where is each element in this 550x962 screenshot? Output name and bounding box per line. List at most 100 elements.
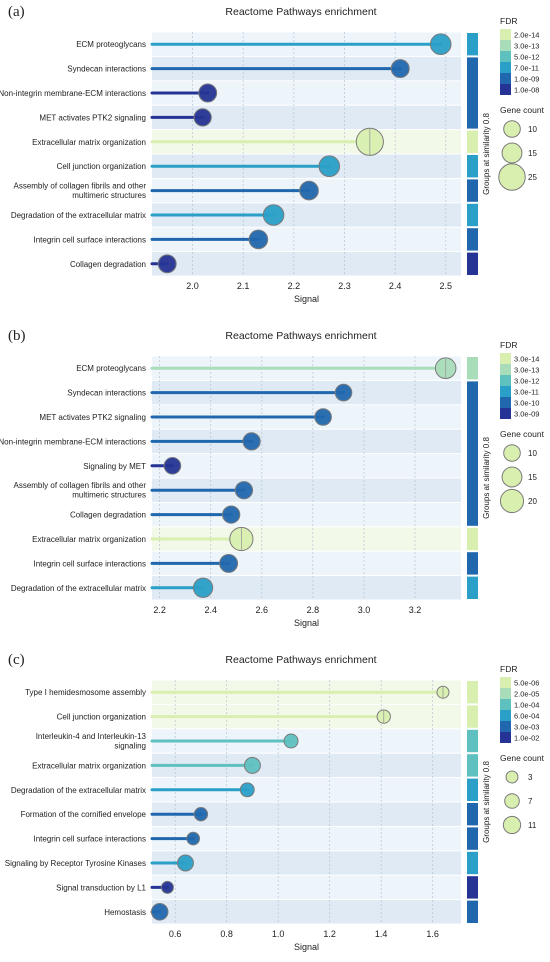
category-label: Cell junction organization	[57, 162, 146, 171]
size-legend-circle	[501, 466, 523, 488]
group-bar	[467, 851, 478, 875]
fdr-legend-swatch	[500, 353, 511, 364]
size-legend-label: 15	[528, 473, 537, 482]
category-label: Assembly of collagen fibrils and other mu…	[13, 182, 146, 201]
lollipop-point	[160, 880, 174, 894]
fdr-legend-swatch	[500, 721, 511, 732]
row-band	[152, 203, 461, 227]
row-band	[152, 105, 461, 130]
fdr-legend-title: FDR	[500, 340, 517, 350]
lollipop-point	[243, 756, 261, 774]
fdr-legend-swatch	[500, 677, 511, 688]
group-bar	[467, 179, 478, 202]
fdr-legend-label: 1.0e-04	[514, 701, 539, 710]
lollipop-point	[163, 457, 182, 475]
row-band	[152, 81, 461, 105]
category-label: MET activates PTK2 signaling	[39, 413, 146, 422]
row-band	[152, 429, 461, 454]
lollipop-point	[239, 782, 255, 798]
category-label-line: Interleukin-4 and Interleukin-13	[36, 732, 147, 741]
category-label: Collagen degradation	[70, 260, 146, 269]
group-axis-label: Groups at similarity 0.8	[482, 113, 491, 195]
size-legend-circle	[502, 815, 522, 835]
category-label: Syndecan interactions	[67, 65, 146, 74]
lollipop-point	[334, 383, 353, 402]
group-bar	[467, 876, 478, 899]
x-tick-label: 2.5	[440, 281, 453, 291]
row-band	[152, 851, 461, 875]
fdr-legend-swatch	[500, 40, 511, 51]
lollipop-point	[198, 83, 218, 103]
category-label: Syndecan interactions	[67, 389, 146, 398]
fdr-legend-label: 3.0e-13	[514, 42, 539, 51]
category-label: Degradation of the extracellular matrix	[11, 786, 146, 795]
size-legend-circle	[504, 793, 520, 809]
lollipop-point	[314, 408, 332, 426]
category-label: Integrin cell surface interactions	[34, 835, 147, 844]
lollipop-point	[318, 155, 341, 177]
lollipop-point	[219, 553, 239, 573]
chart-panel-c: Reactome Pathways enrichment 0.6 0.8 1.0 1.2…	[0, 648, 550, 962]
row-band	[152, 753, 461, 778]
fdr-legend-label: 1.0e-08	[514, 86, 539, 95]
lollipop-point	[248, 229, 269, 250]
fdr-legend-label: 3.0e-03	[514, 723, 539, 732]
size-legend-circle	[503, 120, 521, 138]
x-tick-label: 1.6	[426, 929, 439, 939]
lollipop-point	[390, 59, 410, 79]
fdr-legend-swatch	[500, 397, 511, 408]
x-tick-label: 2.2	[288, 281, 301, 291]
category-label: Non-integrin membrane-ECM interactions	[0, 89, 146, 98]
size-legend-title: Gene count	[500, 105, 545, 115]
fdr-legend-swatch	[500, 688, 511, 699]
size-legend-title: Gene count	[500, 753, 545, 763]
panel-label-a: (a)	[8, 4, 25, 20]
category-label: Degradation of the extracellular matrix	[11, 584, 146, 593]
lollipop-point	[157, 254, 177, 274]
x-tick-label: 0.6	[169, 929, 182, 939]
category-label: Degradation of the extracellular matrix	[11, 211, 146, 220]
fdr-legend-label: 2.0e-14	[514, 31, 539, 40]
row-band	[152, 729, 461, 753]
panel-label-b: (b)	[8, 328, 26, 344]
lollipop-point	[242, 432, 261, 451]
chart-svg-a: Reactome Pathways enrichment 2.0 2.1 2.2 2.3…	[0, 6, 545, 304]
size-legend-label: 25	[528, 173, 537, 182]
category-label-line: signaling	[114, 742, 146, 751]
row-band	[152, 527, 461, 551]
size-legend-label: 10	[528, 449, 537, 458]
x-tick-label: 3.0	[358, 605, 371, 615]
category-label: Signaling by MET	[83, 462, 146, 471]
fdr-legend-label: 1.0e-02	[514, 734, 539, 743]
fdr-legend-swatch	[500, 73, 511, 84]
x-tick-label: 2.4	[389, 281, 402, 291]
fdr-legend-swatch	[500, 710, 511, 721]
row-band	[152, 478, 461, 502]
row-band	[152, 802, 461, 826]
category-label: Extracellular matrix organization	[32, 138, 146, 147]
fdr-legend-swatch	[500, 375, 511, 386]
size-legend-circle	[501, 142, 523, 164]
chart-svg-b: Reactome Pathways enrichment 2.2 2.4 2.6 2.8…	[0, 330, 545, 628]
fdr-legend-label: 3.0e-09	[514, 410, 539, 419]
x-tick-label: 2.4	[204, 605, 217, 615]
size-legend-label: 3	[528, 773, 533, 782]
group-bar	[467, 33, 478, 56]
fdr-legend-label: 2.0e-05	[514, 690, 539, 699]
category-label: Assembly of collagen fibrils and other mu…	[13, 481, 146, 500]
group-bar	[467, 576, 478, 599]
category-label: Integrin cell surface interactions	[34, 559, 147, 568]
row-band	[152, 576, 461, 600]
size-legend-circle	[503, 444, 521, 462]
size-legend-circle	[505, 770, 519, 784]
category-label: ECM proteoglycans	[76, 40, 146, 49]
x-tick-label: 0.8	[220, 929, 233, 939]
fdr-legend-swatch	[500, 408, 511, 419]
size-legend-label: 10	[528, 125, 537, 134]
fdr-legend-swatch	[500, 29, 511, 40]
x-tick-label: 2.6	[256, 605, 269, 615]
category-label-line: multimeric structures	[72, 491, 146, 500]
category-label: Hemostasis	[104, 908, 146, 917]
row-band	[152, 227, 461, 252]
group-bar	[467, 827, 478, 850]
